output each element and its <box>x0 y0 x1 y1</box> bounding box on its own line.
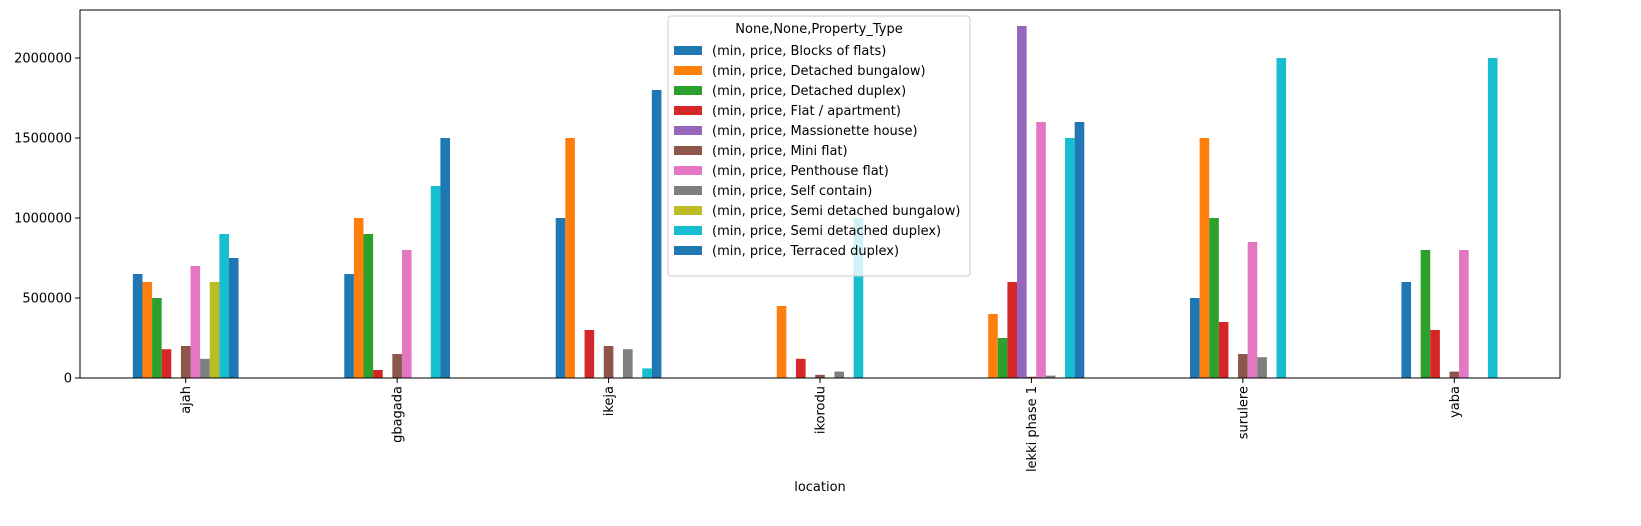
bar-yaba-series-5 <box>1449 371 1460 378</box>
y-tick-label: 2000000 <box>14 52 72 67</box>
bar-ajah-series-1 <box>142 282 153 378</box>
bar-ajah-series-10 <box>228 258 239 378</box>
x-tick-label: lekki phase 1 <box>1025 386 1040 472</box>
y-tick-label: 1000000 <box>14 212 72 227</box>
bar-gbagada-series-6 <box>401 250 412 378</box>
bar-lekki-phase-1-series-4 <box>1017 26 1027 378</box>
legend-swatch <box>674 146 702 155</box>
bar-ikorodu-series-1 <box>776 306 787 378</box>
y-tick-label: 0 <box>64 372 72 387</box>
y-tick-label: 500000 <box>22 292 72 307</box>
bar-ajah-series-8 <box>209 282 220 378</box>
bar-surulere-series-3 <box>1218 322 1229 378</box>
bars-layer <box>132 26 1498 378</box>
legend-entry-label: (min, price, Detached duplex) <box>712 84 906 99</box>
legend-swatch <box>674 226 702 235</box>
bar-ikorodu-series-5 <box>815 374 825 378</box>
legend-swatch <box>674 106 702 115</box>
bar-ajah-series-2 <box>152 298 162 378</box>
bar-lekki-phase-1-series-7 <box>1045 375 1056 378</box>
bar-yaba-series-6 <box>1459 250 1469 378</box>
bar-surulere-series-9 <box>1276 58 1287 378</box>
legend-swatch <box>674 166 702 175</box>
bar-yaba-series-9 <box>1487 58 1498 378</box>
bar-gbagada-series-5 <box>392 354 402 378</box>
bar-ikeja-series-5 <box>603 346 614 378</box>
y-axis: 0 500000 1000000 1500000 2000000 <box>14 52 80 387</box>
bar-ikeja-series-9 <box>642 368 652 378</box>
bar-ikeja-series-7 <box>622 349 633 378</box>
bar-yaba-series-2 <box>1420 250 1431 378</box>
bar-yaba-series-0 <box>1401 282 1412 378</box>
bar-ikeja-series-10 <box>651 90 662 378</box>
x-tick-label: ajah <box>179 386 194 414</box>
legend-swatch <box>674 186 702 195</box>
legend-title: None,None,Property_Type <box>735 22 902 37</box>
legend-swatch <box>674 66 702 75</box>
bar-ikorodu-series-9 <box>853 218 864 378</box>
legend-items: (min, price, Blocks of flats) (min, price… <box>674 44 960 259</box>
x-axis-title: location <box>794 480 846 495</box>
x-tick-label: ikeja <box>602 386 617 416</box>
legend-entry-label: (min, price, Terraced duplex) <box>712 244 899 259</box>
bar-ikorodu-series-3 <box>795 358 806 378</box>
legend-swatch <box>674 46 702 55</box>
bar-gbagada-series-10 <box>440 138 450 378</box>
legend-entry-label: (min, price, Blocks of flats) <box>712 44 886 59</box>
bar-yaba-series-3 <box>1430 330 1440 378</box>
x-tick-label: gbagada <box>391 386 406 443</box>
legend-entry-label: (min, price, Massionette house) <box>712 124 918 139</box>
legend-entry-label: (min, price, Mini flat) <box>712 144 848 159</box>
bar-gbagada-series-0 <box>344 274 354 378</box>
legend-swatch <box>674 86 702 95</box>
bar-gbagada-series-1 <box>353 218 364 378</box>
legend-swatch <box>674 126 702 135</box>
bar-ikeja-series-0 <box>555 218 566 378</box>
bar-lekki-phase-1-series-6 <box>1036 122 1046 378</box>
legend-entry-label: (min, price, Flat / apartment) <box>712 104 901 119</box>
bar-ikorodu-series-7 <box>834 371 845 378</box>
bar-lekki-phase-1-series-2 <box>997 338 1008 378</box>
bar-lekki-phase-1-series-3 <box>1007 282 1018 378</box>
legend-box <box>667 15 971 277</box>
bar-surulere-series-5 <box>1238 354 1248 378</box>
bar-surulere-series-7 <box>1257 357 1267 378</box>
bar-ajah-series-7 <box>200 358 210 378</box>
bar-gbagada-series-3 <box>373 370 383 378</box>
legend-entry-label: (min, price, Self contain) <box>712 184 872 199</box>
bar-surulere-series-1 <box>1199 138 1210 378</box>
x-tick-label: ikorodu <box>814 386 829 434</box>
legend-entry-label: (min, price, Semi detached duplex) <box>712 224 941 239</box>
bar-ikeja-series-1 <box>565 138 575 378</box>
bar-surulere-series-2 <box>1209 218 1219 378</box>
legend-entry-label: (min, price, Penthouse flat) <box>712 164 889 179</box>
legend-swatch <box>674 206 702 215</box>
bar-lekki-phase-1-series-10 <box>1074 122 1085 378</box>
legend-entry-label: (min, price, Semi detached bungalow) <box>712 204 960 219</box>
bar-ajah-series-9 <box>219 234 229 378</box>
bar-gbagada-series-9 <box>430 186 441 378</box>
legend: None,None,Property_Type (min, price, Blo… <box>667 15 971 277</box>
x-tick-label: surulere <box>1236 386 1251 439</box>
x-tick-label: yaba <box>1448 386 1463 418</box>
bar-surulere-series-0 <box>1190 298 1200 378</box>
x-axis: ajah gbagada ikeja ikorodu lekki phase 1 suru… <box>179 378 1463 472</box>
bar-ikeja-series-3 <box>584 330 595 378</box>
bar-ajah-series-0 <box>132 274 143 378</box>
y-tick-label: 1500000 <box>14 132 72 147</box>
bar-surulere-series-6 <box>1247 242 1258 378</box>
bar-ajah-series-6 <box>190 266 201 378</box>
bar-ajah-series-3 <box>161 349 172 378</box>
bar-gbagada-series-2 <box>363 234 374 378</box>
legend-swatch <box>674 246 702 255</box>
bar-lekki-phase-1-series-9 <box>1065 138 1075 378</box>
bar-lekki-phase-1-series-5 <box>1026 376 1037 378</box>
legend-entry-label: (min, price, Detached bungalow) <box>712 64 926 79</box>
bar-ajah-series-5 <box>180 346 191 378</box>
bar-lekki-phase-1-series-1 <box>988 314 998 378</box>
